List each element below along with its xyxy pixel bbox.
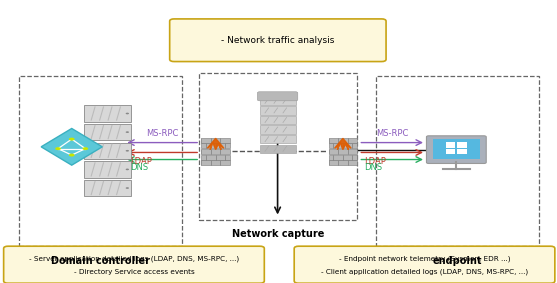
Circle shape [126,131,129,133]
FancyBboxPatch shape [329,160,338,165]
FancyBboxPatch shape [225,155,230,160]
FancyBboxPatch shape [84,180,131,196]
FancyBboxPatch shape [260,135,296,143]
FancyBboxPatch shape [211,149,221,154]
FancyBboxPatch shape [376,76,539,246]
FancyBboxPatch shape [201,155,206,160]
Circle shape [126,169,129,170]
FancyBboxPatch shape [206,143,216,148]
FancyBboxPatch shape [170,19,386,61]
FancyBboxPatch shape [329,138,338,143]
FancyBboxPatch shape [329,143,333,148]
Text: - Server application detailed logs (LDAP, DNS, MS-RPC, ...): - Server application detailed logs (LDAP… [29,256,239,262]
FancyBboxPatch shape [343,155,353,160]
Polygon shape [207,138,224,150]
FancyBboxPatch shape [84,105,131,122]
Circle shape [69,138,75,141]
FancyBboxPatch shape [338,160,348,165]
FancyBboxPatch shape [433,139,480,159]
Polygon shape [335,138,351,150]
FancyBboxPatch shape [260,97,296,105]
Text: Domain controller: Domain controller [51,256,150,265]
FancyBboxPatch shape [216,143,225,148]
FancyBboxPatch shape [216,155,225,160]
FancyBboxPatch shape [84,143,131,159]
FancyBboxPatch shape [260,125,296,134]
FancyBboxPatch shape [201,143,206,148]
FancyBboxPatch shape [333,143,343,148]
FancyBboxPatch shape [4,246,265,283]
FancyBboxPatch shape [353,155,357,160]
FancyBboxPatch shape [19,76,182,246]
FancyBboxPatch shape [427,136,486,164]
Text: DNS: DNS [364,163,382,171]
FancyBboxPatch shape [201,149,211,154]
FancyBboxPatch shape [260,145,296,153]
FancyBboxPatch shape [457,142,467,148]
FancyBboxPatch shape [338,149,348,154]
FancyBboxPatch shape [446,149,455,155]
FancyBboxPatch shape [84,124,131,140]
Circle shape [126,113,129,114]
FancyBboxPatch shape [84,161,131,178]
FancyBboxPatch shape [348,138,357,143]
FancyBboxPatch shape [221,149,230,154]
FancyBboxPatch shape [257,92,298,101]
FancyBboxPatch shape [199,73,356,220]
FancyBboxPatch shape [211,138,221,143]
FancyBboxPatch shape [221,160,230,165]
FancyBboxPatch shape [260,116,296,124]
FancyBboxPatch shape [446,142,455,148]
FancyBboxPatch shape [294,246,555,283]
Circle shape [126,150,129,152]
FancyBboxPatch shape [457,149,467,155]
FancyBboxPatch shape [329,155,333,160]
Text: DNS: DNS [130,163,148,171]
FancyBboxPatch shape [353,143,357,148]
FancyBboxPatch shape [206,155,216,160]
FancyBboxPatch shape [333,155,343,160]
FancyBboxPatch shape [260,106,296,115]
FancyBboxPatch shape [338,138,348,143]
Text: - Directory Service access events: - Directory Service access events [74,269,194,275]
FancyBboxPatch shape [211,160,221,165]
FancyBboxPatch shape [343,143,353,148]
Text: - Network traffic analysis: - Network traffic analysis [221,36,335,45]
Text: - Client application detailed logs (LDAP, DNS, MS-RPC, ...): - Client application detailed logs (LDAP… [321,269,528,275]
Circle shape [69,154,75,156]
FancyBboxPatch shape [329,149,338,154]
FancyBboxPatch shape [201,160,211,165]
FancyBboxPatch shape [348,149,357,154]
Text: endpoint: endpoint [433,256,482,265]
FancyBboxPatch shape [225,143,230,148]
Circle shape [126,187,129,189]
Text: MS-RPC: MS-RPC [146,128,178,138]
Text: MS-RPC: MS-RPC [376,128,408,138]
FancyBboxPatch shape [221,138,230,143]
Text: LDAP: LDAP [130,157,152,166]
Text: - Endpoint network telemetry (Sysmon, EDR ...): - Endpoint network telemetry (Sysmon, ED… [339,256,510,262]
FancyBboxPatch shape [201,138,211,143]
Text: LDAP: LDAP [364,157,386,166]
Circle shape [55,147,61,150]
Polygon shape [41,128,102,165]
Circle shape [82,147,88,150]
FancyBboxPatch shape [348,160,357,165]
Text: Network capture: Network capture [232,229,324,239]
